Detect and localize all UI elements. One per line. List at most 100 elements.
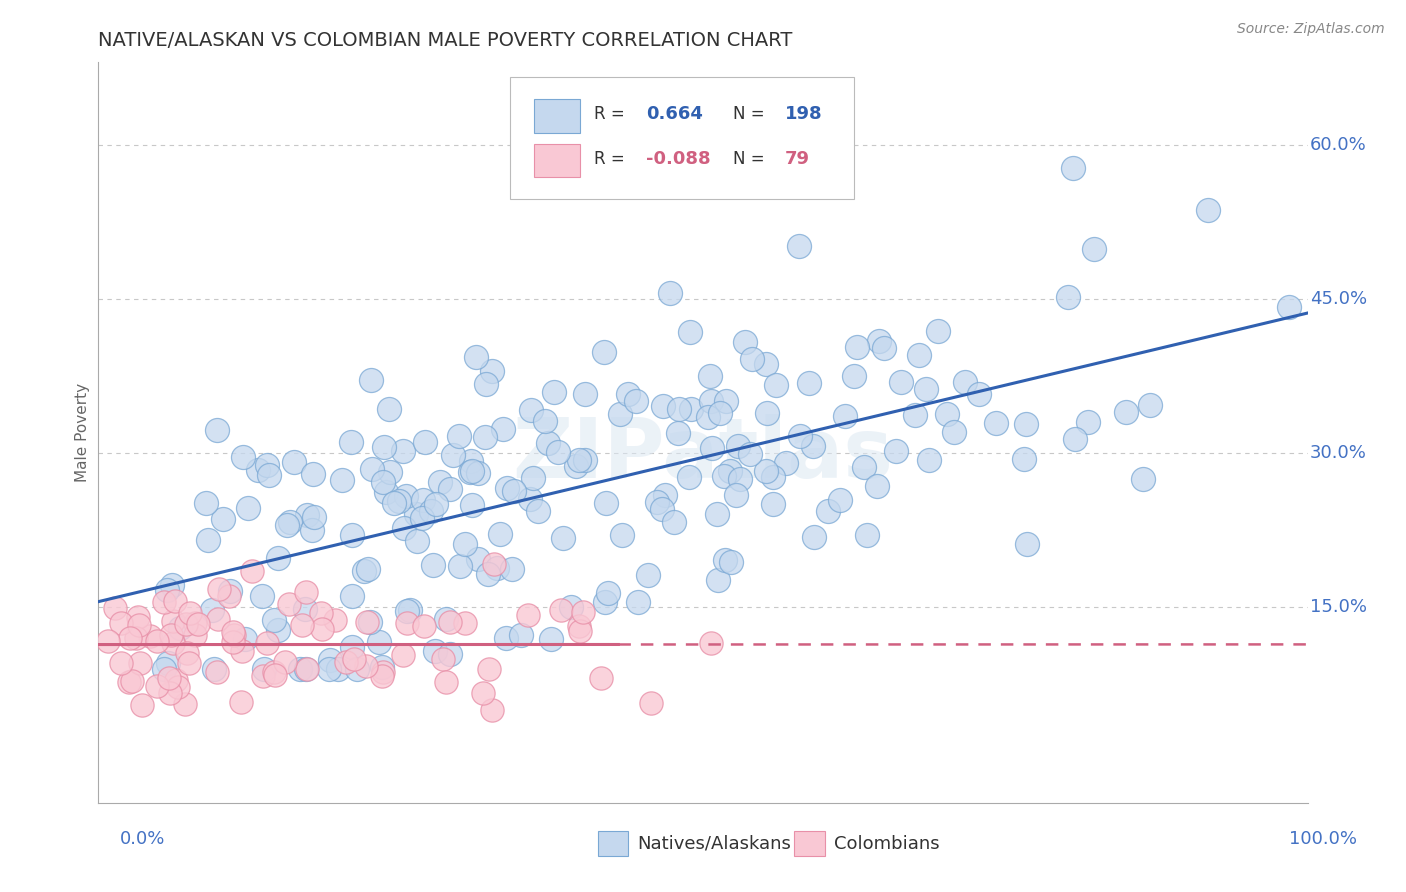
Point xyxy=(856,528,879,542)
Point xyxy=(640,696,662,710)
Point xyxy=(1014,451,1036,466)
Point xyxy=(741,351,763,366)
Point xyxy=(97,634,120,648)
Point xyxy=(828,492,851,507)
Point xyxy=(942,425,965,440)
Text: Source: ZipAtlas.com: Source: ZipAtlas.com xyxy=(1237,22,1385,37)
Point xyxy=(278,515,301,529)
Point xyxy=(589,671,612,685)
Point xyxy=(356,615,378,629)
Point xyxy=(294,601,316,615)
Point xyxy=(471,685,494,699)
Point xyxy=(834,409,856,423)
Point xyxy=(681,401,703,416)
Point xyxy=(360,373,382,387)
Point xyxy=(156,656,179,670)
Point xyxy=(309,607,332,621)
Point xyxy=(294,662,316,676)
Point xyxy=(207,423,229,437)
Text: 30.0%: 30.0% xyxy=(1310,444,1367,462)
Point xyxy=(121,674,143,689)
Point xyxy=(184,615,207,630)
Text: 0.664: 0.664 xyxy=(647,105,703,123)
Point xyxy=(709,406,731,420)
Point xyxy=(1115,404,1137,418)
Point xyxy=(166,680,188,694)
Point xyxy=(593,345,616,359)
Point xyxy=(208,582,231,596)
Point xyxy=(266,551,288,566)
Point xyxy=(295,508,318,523)
Point xyxy=(516,607,538,622)
Text: Colombians: Colombians xyxy=(834,835,939,853)
Point xyxy=(762,469,785,483)
Point xyxy=(1062,161,1084,175)
Point xyxy=(232,450,254,465)
Text: NATIVE/ALASKAN VS COLOMBIAN MALE POVERTY CORRELATION CHART: NATIVE/ALASKAN VS COLOMBIAN MALE POVERTY… xyxy=(98,30,793,50)
Point xyxy=(439,647,461,661)
Point xyxy=(110,656,132,670)
Point xyxy=(179,657,201,671)
Point xyxy=(436,612,458,626)
Point xyxy=(155,583,177,598)
Point xyxy=(845,340,868,354)
Point xyxy=(678,469,700,483)
Point xyxy=(256,636,278,650)
Point xyxy=(461,464,484,478)
Point xyxy=(263,665,285,679)
Point xyxy=(276,518,298,533)
Text: R =: R = xyxy=(595,105,630,123)
Point xyxy=(481,703,503,717)
Point xyxy=(160,578,183,592)
Text: N =: N = xyxy=(734,105,770,123)
Point xyxy=(713,469,735,483)
Point xyxy=(205,665,228,679)
Point xyxy=(353,564,375,578)
Point xyxy=(519,492,541,507)
Point xyxy=(659,285,682,300)
Point xyxy=(817,504,839,518)
Point xyxy=(420,504,443,518)
Point xyxy=(377,401,399,416)
Point xyxy=(340,528,363,542)
Point xyxy=(789,429,811,443)
Point xyxy=(425,644,447,658)
Point xyxy=(129,656,152,670)
Point xyxy=(125,632,148,646)
Point xyxy=(904,409,927,423)
Point xyxy=(277,598,299,612)
Point xyxy=(465,351,488,365)
Point xyxy=(432,652,454,666)
Point xyxy=(411,511,433,525)
Point xyxy=(567,618,589,632)
Point xyxy=(884,444,907,458)
Point xyxy=(460,465,482,479)
Point xyxy=(654,488,676,502)
Point xyxy=(395,490,418,504)
Point xyxy=(441,448,464,462)
Point xyxy=(263,613,285,627)
Point xyxy=(574,453,596,467)
Point xyxy=(572,605,595,619)
Point xyxy=(486,561,509,575)
Point xyxy=(1077,415,1099,429)
Point xyxy=(474,430,496,444)
Point xyxy=(720,555,742,569)
Point xyxy=(666,426,689,441)
Text: -0.088: -0.088 xyxy=(647,150,711,168)
Point xyxy=(368,635,391,649)
Point xyxy=(1015,417,1038,432)
Point xyxy=(429,475,451,490)
Point xyxy=(340,640,363,654)
Point xyxy=(662,515,685,529)
Point xyxy=(927,324,949,338)
Point xyxy=(295,662,318,676)
Point xyxy=(153,595,176,609)
Point xyxy=(534,414,557,428)
Point xyxy=(412,492,434,507)
Point xyxy=(969,387,991,401)
Point xyxy=(492,422,515,436)
Point xyxy=(503,483,526,498)
Point xyxy=(343,652,366,666)
Point xyxy=(422,558,444,573)
